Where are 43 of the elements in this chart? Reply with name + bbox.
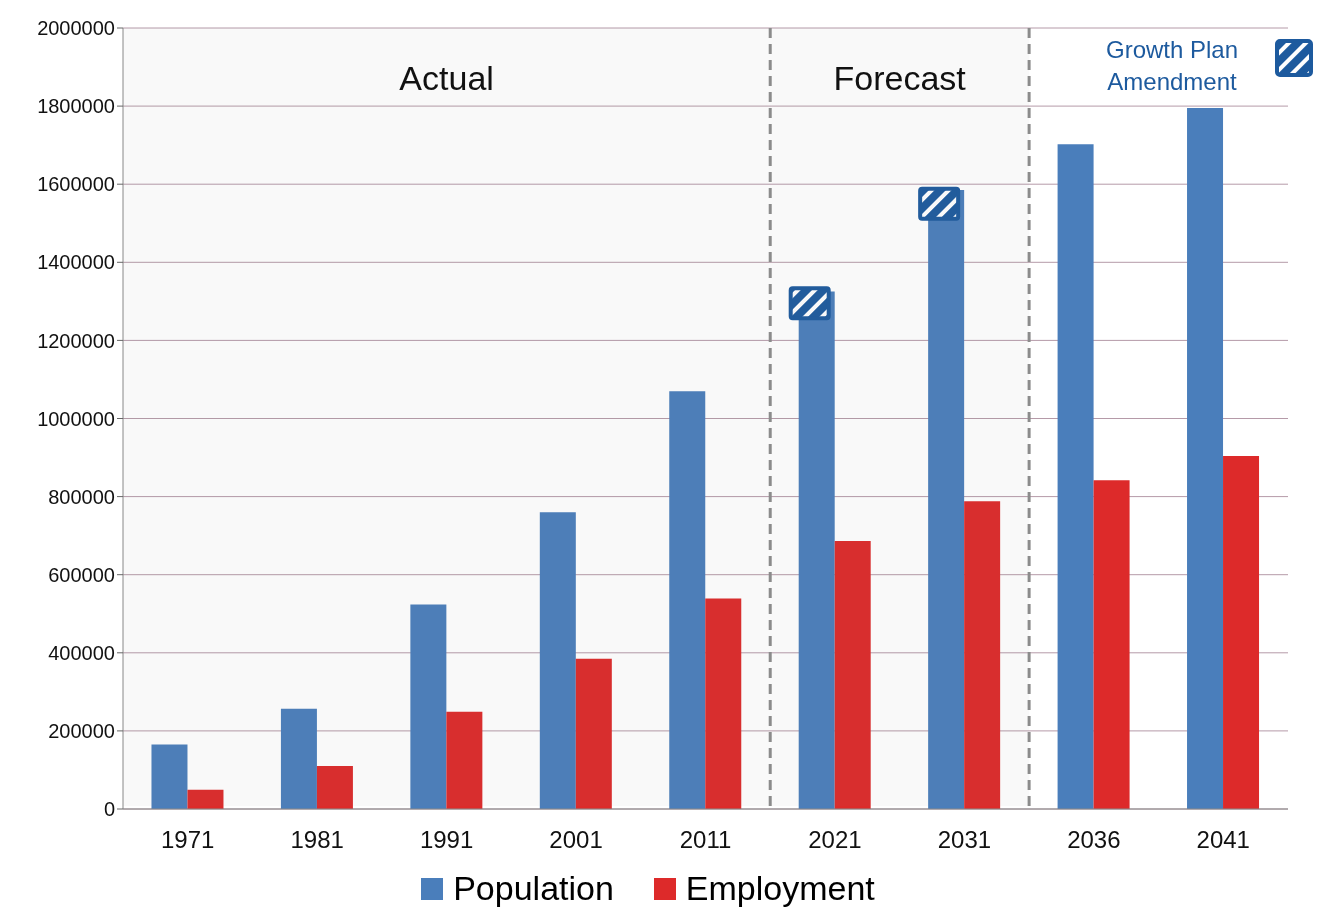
y-tick-label: 1600000 [37, 173, 115, 196]
x-tick-label: 2041 [1196, 826, 1250, 854]
bar [151, 744, 188, 809]
bar [1093, 480, 1130, 809]
bar [669, 391, 706, 809]
y-tick-label: 2000000 [37, 17, 115, 40]
bar [316, 766, 353, 809]
x-tick-label: 1971 [161, 826, 215, 854]
bar [1223, 455, 1260, 809]
text: Growth Plan Amendment [1104, 35, 1240, 97]
bar [187, 789, 224, 809]
bar [1187, 108, 1224, 809]
y-tick-label: 1800000 [37, 95, 115, 118]
x-tick-label: 2031 [937, 826, 992, 854]
bar [446, 711, 483, 809]
x-tick-label: 2011 [679, 826, 732, 854]
bar [280, 708, 317, 809]
band-label: Actual [399, 59, 494, 97]
y-tick-label: 800000 [48, 485, 115, 508]
y-tick-label: 1400000 [37, 251, 115, 274]
y-tick-label: 1200000 [37, 329, 115, 352]
x-tick-label: 2021 [808, 826, 862, 854]
bar [539, 512, 576, 809]
bar [964, 501, 1001, 809]
bar [575, 658, 612, 809]
legend-label: Population [452, 869, 614, 908]
band-label: Forecast [833, 59, 967, 97]
y-tick-label: 1000000 [37, 407, 115, 430]
bar [1057, 144, 1094, 809]
bar [705, 598, 742, 809]
legend-label: Employment [684, 869, 875, 908]
x-tick-label: 1981 [290, 826, 344, 854]
bar [834, 541, 871, 809]
x-tick-label: 2001 [549, 826, 603, 854]
bar [928, 190, 965, 809]
y-tick-label: 400000 [48, 641, 115, 664]
bar [410, 604, 447, 809]
bar [798, 291, 835, 809]
y-tick-label: 600000 [48, 563, 115, 586]
y-tick-label: 200000 [48, 720, 115, 742]
x-tick-label: 1991 [419, 826, 474, 854]
y-tick-label: 0 [103, 798, 115, 821]
x-tick-label: 2036 [1067, 826, 1121, 854]
